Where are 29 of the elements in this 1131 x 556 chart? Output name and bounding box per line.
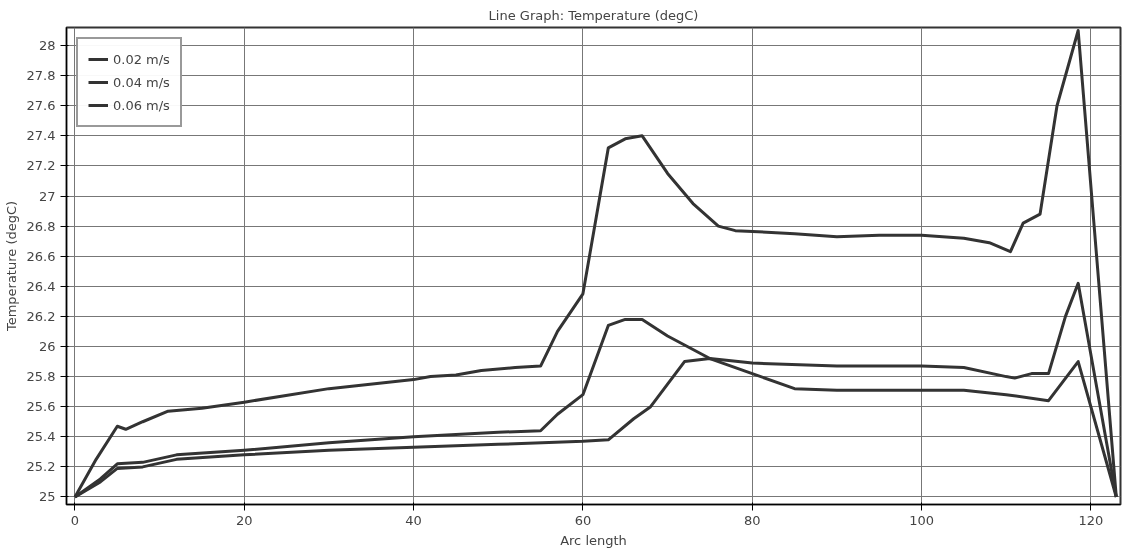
x-tick-label: 0 (70, 512, 80, 528)
legend-label: 0.02 m/s (113, 51, 170, 67)
y-tick-label: 25.8 (26, 369, 56, 385)
y-tick-label: 27.6 (26, 98, 56, 114)
y-tick-label: 26.2 (26, 308, 56, 324)
y-tick-label: 27.2 (26, 158, 56, 174)
y-axis-title: Temperature (degC) (3, 200, 19, 333)
y-tick-label: 26.4 (26, 278, 56, 294)
x-tick-label: 60 (574, 512, 592, 528)
y-tick-label: 25.2 (26, 459, 56, 475)
legend-label: 0.04 m/s (113, 74, 170, 90)
y-tick-label: 25.6 (26, 399, 56, 415)
y-tick-label: 25 (38, 489, 56, 505)
x-tick-label: 100 (909, 512, 934, 528)
y-tick-label: 27 (38, 188, 56, 204)
legend-label: 0.06 m/s (113, 97, 170, 113)
y-tick-label: 26 (38, 339, 56, 354)
y-tick-label: 27.8 (26, 68, 56, 84)
y-tick-label: 26.6 (26, 248, 56, 264)
chart-title: Line Graph: Temperature (degC) (488, 7, 699, 23)
x-tick-label: 80 (743, 512, 761, 528)
y-tick-label: 28 (38, 38, 56, 54)
x-tick-label: 120 (1078, 512, 1104, 528)
y-tick-label: 26.8 (26, 218, 56, 234)
x-axis-title: Arc length (560, 532, 627, 548)
x-tick-label: 20 (236, 512, 253, 528)
y-tick-label: 25.4 (26, 429, 56, 445)
x-tick-label: 40 (405, 512, 422, 528)
y-tick-label: 27.4 (26, 128, 56, 144)
